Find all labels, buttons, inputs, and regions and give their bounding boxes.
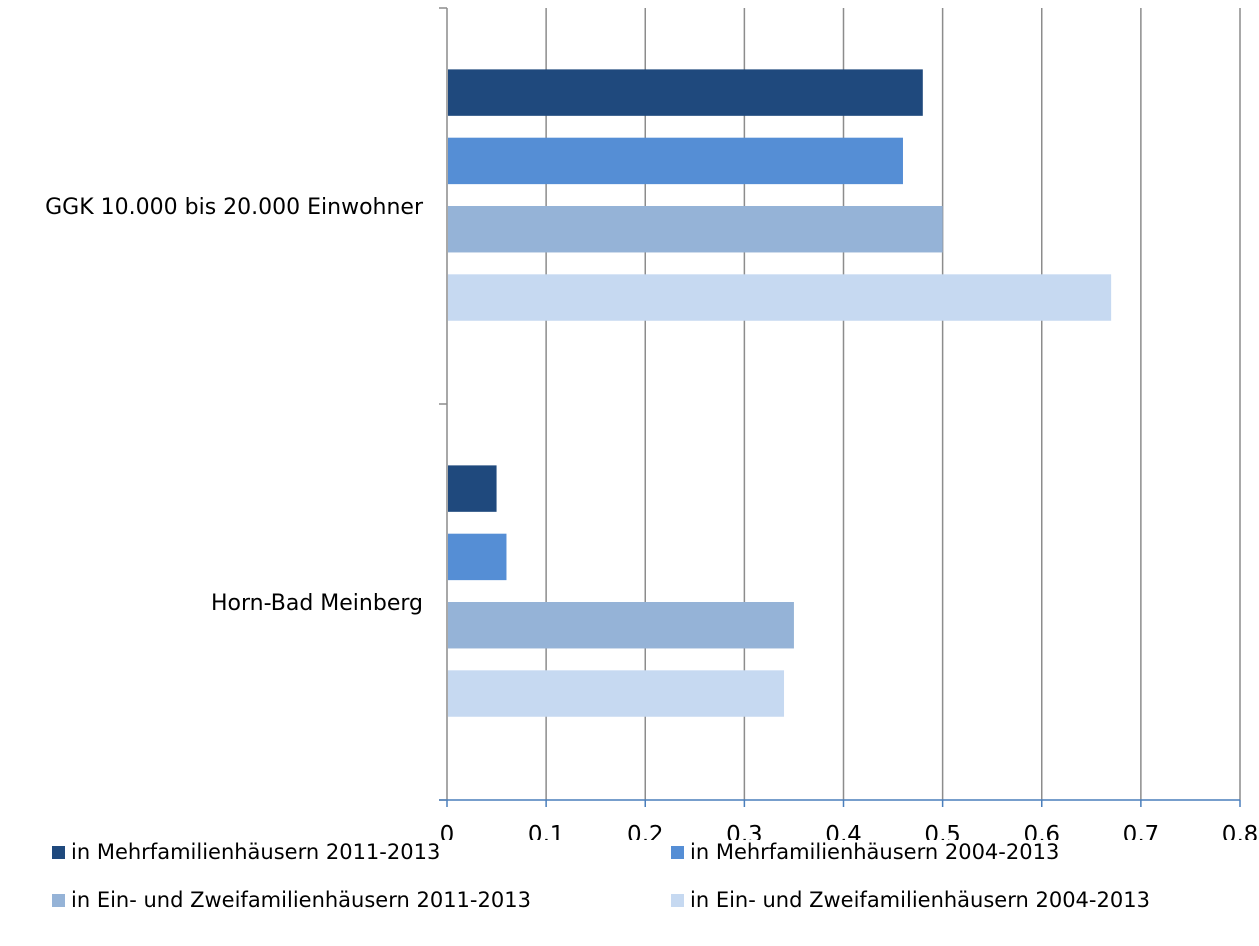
legend-swatch <box>671 845 684 859</box>
legend-swatch <box>671 893 684 907</box>
legend-label: in Ein- und Zweifamilienhäusern 2004-201… <box>690 888 1150 912</box>
legend-item: in Ein- und Zweifamilienhäusern 2004-201… <box>671 888 1150 912</box>
x-tick-label: 0,8 <box>1222 822 1259 840</box>
legend-label: in Ein- und Zweifamilienhäusern 2011-201… <box>71 888 531 912</box>
bar <box>448 69 923 116</box>
bar <box>448 533 507 581</box>
legend-item: in Mehrfamilienhäusern 2004-2013 <box>671 840 1059 864</box>
x-tick-label: 0,2 <box>627 822 664 840</box>
category-label: GGK 10.000 bis 20.000 Einwohner <box>45 195 424 220</box>
x-tick-label: 0,7 <box>1123 822 1160 840</box>
x-tick-label: 0,3 <box>726 822 763 840</box>
x-tick-label: 0 <box>440 822 455 840</box>
x-tick-label: 0,1 <box>528 822 565 840</box>
bar <box>448 137 903 185</box>
legend-label: in Mehrfamilienhäusern 2011-2013 <box>71 840 441 864</box>
bar <box>448 206 943 253</box>
legend-swatch <box>52 845 65 859</box>
bar <box>448 602 794 649</box>
category-label: Horn-Bad Meinberg <box>211 591 423 616</box>
x-tick-label: 0,4 <box>825 822 862 840</box>
bar <box>448 670 785 717</box>
bar <box>448 465 497 512</box>
bar <box>448 274 1112 321</box>
legend-item: in Ein- und Zweifamilienhäusern 2011-201… <box>52 888 531 912</box>
x-tick-label: 0,6 <box>1023 822 1060 840</box>
legend-swatch <box>52 893 65 907</box>
x-tick-label: 0,5 <box>924 822 961 840</box>
legend-label: in Mehrfamilienhäusern 2004-2013 <box>690 840 1060 864</box>
legend-item: in Mehrfamilienhäusern 2011-2013 <box>52 840 440 864</box>
legend: in Mehrfamilienhäusern 2011-2013 in Mehr… <box>0 840 1259 946</box>
bar-chart: 0 0,1 0,2 0,3 0,4 0,5 0,6 0,7 0,8 GGK 10.000 bis … <box>45 7 1259 840</box>
